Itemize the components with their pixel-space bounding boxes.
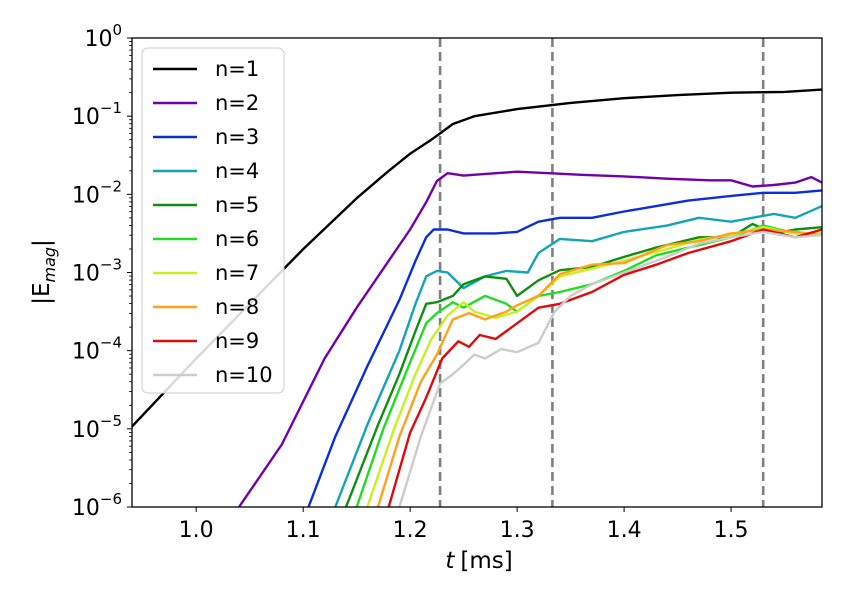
x-tick-label: 1.1 <box>286 518 321 543</box>
legend-label-n=8: n=8 <box>215 295 259 319</box>
series-line-n=10 <box>398 230 822 507</box>
series-line-n=5 <box>344 222 822 507</box>
x-axis-ticks: 1.0 1.1 1.2 1.3 1.4 1.5 <box>179 507 749 543</box>
y-tick-label: 10−6 <box>72 490 122 521</box>
legend-label-n=10: n=10 <box>215 363 273 387</box>
series-lines <box>132 88 822 507</box>
y-tick-label: 10−4 <box>72 334 122 365</box>
y-axis-label-base: |E <box>29 283 55 305</box>
y-axis-label-sub: mag <box>40 247 59 283</box>
y-axis-label-end: | <box>29 239 55 247</box>
legend-label-n=2: n=2 <box>215 91 259 115</box>
series-line-n=9 <box>387 228 822 507</box>
y-axis-label: |Emag| <box>29 239 59 305</box>
legend-label-n=1: n=1 <box>215 57 259 81</box>
x-axis-label: t [ms] <box>445 548 512 574</box>
legend-label-n=3: n=3 <box>215 125 259 149</box>
series-line-n=2 <box>237 170 822 507</box>
series-line-n=8 <box>376 228 822 507</box>
x-tick-label: 1.2 <box>393 518 428 543</box>
legend: n=1 n=2 n=3 n=4 n=5 n=6 n=7 n=8 n=9 n=10 <box>141 47 285 394</box>
series-line-n=3 <box>307 189 822 507</box>
vertical-reference-lines <box>438 38 765 507</box>
x-axis-unit: [ms] <box>460 548 512 574</box>
legend-label-n=4: n=4 <box>215 159 259 183</box>
y-tick-label: 10−1 <box>72 99 122 130</box>
x-tick-label: 1.3 <box>500 518 535 543</box>
y-axis-ticks: 100 10−1 10−2 10−3 10−4 10−5 10−6 <box>72 21 132 521</box>
series-line-n=1 <box>132 88 822 428</box>
x-tick-label: 1.0 <box>179 518 214 543</box>
y-tick-label: 10−3 <box>72 256 122 287</box>
legend-label-n=7: n=7 <box>215 261 259 285</box>
legend-label-n=9: n=9 <box>215 329 259 353</box>
x-tick-label: 1.5 <box>714 518 749 543</box>
series-line-n=4 <box>334 204 822 507</box>
x-tick-label: 1.4 <box>607 518 642 543</box>
y-tick-label: 10−5 <box>72 412 122 443</box>
legend-label-n=6: n=6 <box>215 227 259 251</box>
legend-label-n=5: n=5 <box>215 193 259 217</box>
y-tick-label: 10−2 <box>72 177 122 208</box>
x-axis-variable: t <box>445 548 455 574</box>
y-tick-label: 100 <box>84 21 122 52</box>
